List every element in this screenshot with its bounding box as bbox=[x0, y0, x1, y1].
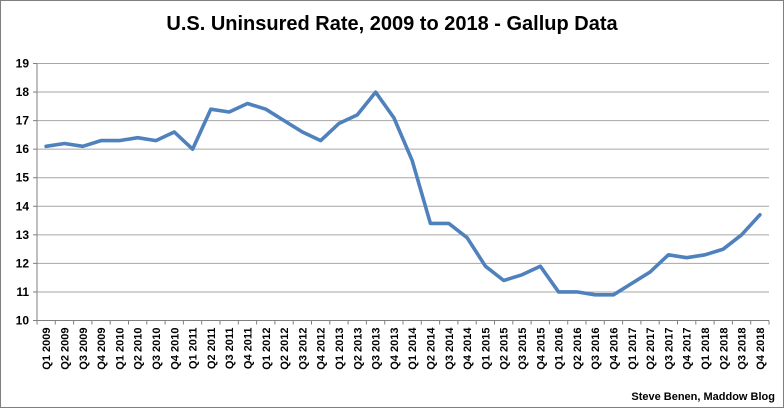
x-tick-label: Q2 2012 bbox=[279, 328, 291, 370]
y-tick-label: 10 bbox=[16, 314, 30, 328]
x-tick-label: Q3 2018 bbox=[737, 328, 749, 370]
x-tick-label: Q1 2013 bbox=[334, 328, 346, 370]
chart-title: U.S. Uninsured Rate, 2009 to 2018 - Gall… bbox=[166, 13, 618, 35]
x-tick-label: Q2 2014 bbox=[425, 327, 437, 370]
x-tick-label: Q1 2009 bbox=[41, 328, 53, 370]
x-tick-label: Q2 2009 bbox=[59, 328, 71, 370]
x-tick-label: Q1 2014 bbox=[407, 327, 419, 370]
x-tick-label: Q4 2013 bbox=[389, 328, 401, 370]
x-tick-label: Q1 2015 bbox=[480, 328, 492, 370]
y-tick-label: 11 bbox=[16, 285, 29, 299]
x-tick-label: Q1 2010 bbox=[114, 328, 126, 370]
x-tick-label: Q3 2012 bbox=[297, 328, 309, 370]
x-tick-label: Q2 2015 bbox=[499, 328, 511, 370]
x-tick-label: Q3 2011 bbox=[224, 328, 236, 370]
x-tick-label: Q3 2014 bbox=[444, 327, 456, 370]
x-tick-label: Q3 2017 bbox=[663, 328, 675, 370]
x-tick-label: Q3 2016 bbox=[590, 328, 602, 370]
x-tick-label: Q4 2017 bbox=[682, 328, 694, 370]
x-tick-label: Q2 2017 bbox=[645, 328, 657, 370]
y-tick-label: 18 bbox=[16, 85, 30, 99]
x-tick-label: Q2 2013 bbox=[352, 328, 364, 370]
x-tick-label: Q3 2013 bbox=[371, 328, 383, 370]
y-tick-label: 16 bbox=[16, 142, 30, 156]
x-tick-label: Q2 2016 bbox=[572, 328, 584, 370]
y-tick-label: 19 bbox=[16, 57, 30, 71]
x-tick-label: Q4 2018 bbox=[755, 328, 767, 370]
x-tick-label: Q1 2017 bbox=[627, 328, 639, 370]
y-tick-label: 14 bbox=[16, 199, 30, 213]
data-line bbox=[44, 90, 762, 297]
attribution-credit: Steve Benen, Maddow Blog bbox=[631, 391, 775, 403]
x-tick-label: Q2 2010 bbox=[133, 328, 145, 370]
y-tick-label: 12 bbox=[16, 256, 30, 270]
y-tick-label: 13 bbox=[16, 228, 30, 242]
x-tick-label: Q4 2014 bbox=[462, 327, 474, 370]
x-tick-label: Q3 2009 bbox=[78, 328, 90, 370]
x-tick-label: Q4 2012 bbox=[316, 328, 328, 370]
x-tick-label: Q1 2018 bbox=[700, 328, 712, 370]
x-tick-label: Q1 2012 bbox=[261, 328, 273, 370]
x-tick-label: Q4 2010 bbox=[169, 328, 181, 370]
x-tick-label: Q3 2010 bbox=[151, 328, 163, 370]
x-tick-label: Q2 2011 bbox=[206, 328, 218, 370]
x-tick-label: Q3 2015 bbox=[517, 328, 529, 370]
x-tick-label: Q4 2011 bbox=[242, 328, 254, 370]
x-tick-label: Q4 2015 bbox=[535, 328, 547, 370]
y-tick-label: 17 bbox=[16, 114, 30, 128]
x-tick-label: Q4 2016 bbox=[608, 328, 620, 370]
y-tick-label: 15 bbox=[16, 171, 30, 185]
x-tick-label: Q2 2018 bbox=[718, 328, 730, 370]
x-tick-label: Q4 2009 bbox=[96, 328, 108, 370]
x-tick-label: Q1 2016 bbox=[554, 328, 566, 370]
x-tick-label: Q1 2011 bbox=[188, 328, 200, 370]
